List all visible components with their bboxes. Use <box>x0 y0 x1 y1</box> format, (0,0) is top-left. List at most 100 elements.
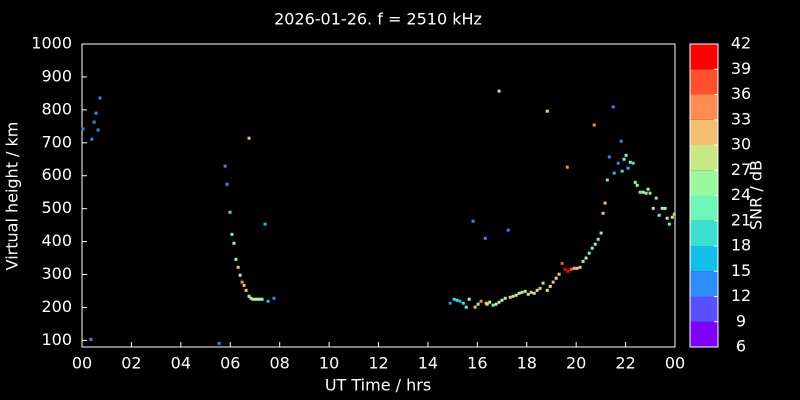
data-point <box>670 215 674 219</box>
data-point <box>488 300 492 304</box>
data-point <box>603 201 607 205</box>
data-point <box>520 290 524 294</box>
data-point <box>607 155 611 159</box>
data-point <box>535 288 539 292</box>
data-point <box>94 111 98 115</box>
data-point <box>471 219 475 223</box>
data-point <box>236 265 240 269</box>
data-point <box>238 273 242 277</box>
data-point <box>491 303 495 307</box>
colorbar-band <box>690 296 718 322</box>
data-point <box>648 191 652 195</box>
colorbar-tick-label: 15 <box>731 261 751 280</box>
data-point <box>272 296 276 300</box>
data-point <box>258 297 262 301</box>
data-point <box>452 297 456 301</box>
data-point <box>247 294 251 298</box>
data-point <box>223 164 227 168</box>
colorbar-band <box>690 195 718 221</box>
data-point <box>581 259 585 263</box>
colorbar-band <box>690 321 718 347</box>
data-point <box>96 128 100 132</box>
x-tick-label: 18 <box>517 354 537 373</box>
data-point <box>538 286 542 290</box>
y-axis-label: Virtual height / km <box>3 122 22 271</box>
y-tick-label: 100 <box>41 330 72 349</box>
data-point <box>483 236 487 240</box>
colorbar-band <box>690 271 718 297</box>
data-point <box>578 265 582 269</box>
data-point <box>551 280 555 284</box>
data-point <box>631 161 635 165</box>
colorbar-band <box>690 119 718 145</box>
data-point <box>554 276 558 280</box>
data-point <box>633 180 637 184</box>
colorbar-band <box>690 145 718 171</box>
data-point <box>622 157 626 161</box>
data-point <box>485 302 489 306</box>
data-point <box>247 136 251 140</box>
data-point <box>651 206 655 210</box>
data-point <box>497 300 501 304</box>
data-point <box>479 299 483 303</box>
colorbar-tick-label: 39 <box>731 59 751 78</box>
data-point <box>584 256 588 260</box>
data-point <box>476 302 480 306</box>
data-point <box>663 206 667 210</box>
data-point <box>254 297 258 301</box>
data-point <box>560 261 564 265</box>
data-point <box>667 222 671 226</box>
colorbar-tick-label: 42 <box>731 34 751 53</box>
data-point <box>590 246 594 250</box>
data-point <box>506 228 510 232</box>
colorbar-label: SNR / dB <box>747 160 766 230</box>
data-point <box>511 294 515 298</box>
data-point <box>545 288 549 292</box>
data-point <box>611 105 615 109</box>
colorbar-band <box>690 246 718 272</box>
y-tick-label: 700 <box>41 132 72 151</box>
data-point <box>217 341 221 345</box>
colorbar-tick-label: 12 <box>731 286 751 305</box>
data-point <box>461 301 465 305</box>
colorbar-band <box>690 170 718 196</box>
x-tick-label: 02 <box>121 354 141 373</box>
data-point <box>599 231 603 235</box>
y-tick-label: 800 <box>41 99 72 118</box>
y-tick-label: 1000 <box>31 34 72 53</box>
data-point <box>503 296 507 300</box>
data-point <box>92 120 96 124</box>
data-point <box>638 190 642 194</box>
data-point <box>473 305 477 309</box>
data-point <box>526 292 530 296</box>
colorbar-tick-label: 6 <box>736 337 746 356</box>
data-point <box>624 153 628 157</box>
data-point <box>89 337 93 341</box>
data-point <box>626 166 630 170</box>
data-point <box>266 299 270 303</box>
data-point <box>494 302 498 306</box>
data-point <box>90 137 94 141</box>
data-point <box>575 266 579 270</box>
colorbar-tick-label: 27 <box>731 160 751 179</box>
data-point <box>98 96 102 100</box>
plot-frame <box>81 43 676 348</box>
data-point <box>514 293 518 297</box>
data-point <box>641 190 645 194</box>
y-tick-label: 600 <box>41 165 72 184</box>
data-point <box>464 305 468 309</box>
data-point <box>240 280 244 284</box>
data-point <box>628 160 632 164</box>
data-point <box>563 267 567 271</box>
chart-title: 2026-01-26. f = 2510 kHz <box>274 10 482 29</box>
colorbar-tick-label: 30 <box>731 135 751 154</box>
colorbar-tick-label: 36 <box>731 84 751 103</box>
data-point <box>565 165 569 169</box>
x-axis-label: UT Time / hrs <box>325 376 431 395</box>
data-point <box>448 301 452 305</box>
x-tick-label: 10 <box>319 354 339 373</box>
x-tick-label: 00 <box>72 354 92 373</box>
x-tick-label: 04 <box>171 354 191 373</box>
data-point <box>260 297 264 301</box>
